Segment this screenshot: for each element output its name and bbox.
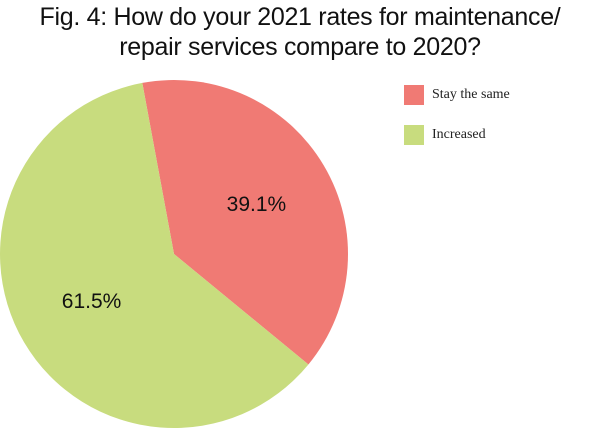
pie-slice-increased (0, 82, 309, 429)
chart-title: Fig. 4: How do your 2021 rates for maint… (0, 2, 600, 62)
legend-label-stay-the-same: Stay the same (432, 87, 510, 102)
title-line-1: Fig. 4: How do your 2021 rates for maint… (39, 3, 561, 31)
slice-label-increased: 61.5% (62, 290, 122, 313)
legend: Stay the same Increased (404, 84, 510, 164)
legend-swatch-stay-the-same (404, 85, 424, 105)
legend-label-increased: Increased (432, 127, 486, 142)
slice-label-stay-the-same: 39.1% (227, 193, 287, 216)
pie-slice-stay-the-same (142, 80, 348, 365)
legend-item-stay-the-same: Stay the same (404, 84, 510, 106)
title-line-2: repair services compare to 2020? (119, 33, 481, 61)
legend-swatch-increased (404, 125, 424, 145)
legend-item-increased: Increased (404, 124, 510, 146)
